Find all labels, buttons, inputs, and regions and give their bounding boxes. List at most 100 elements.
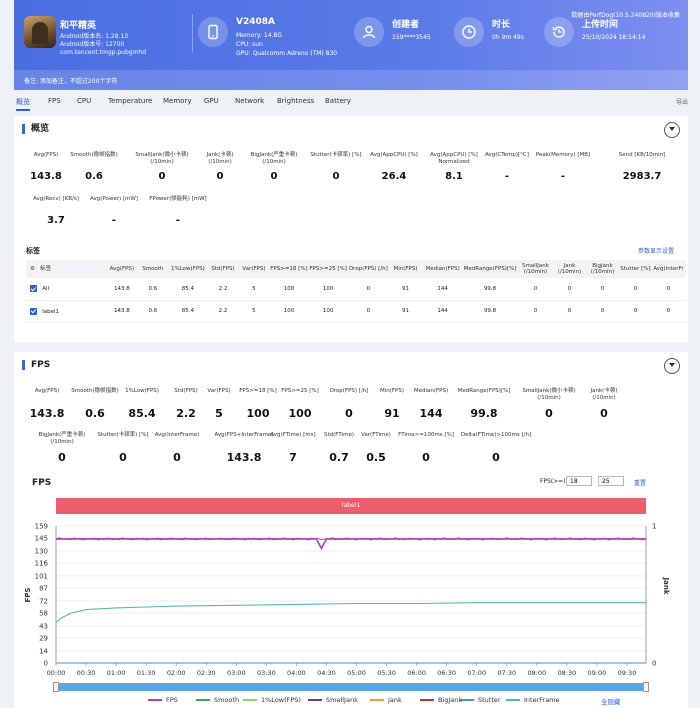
duration-title: 时长 — [492, 20, 511, 30]
table-header-cell: Jank (/10min) — [554, 260, 585, 278]
legend-item[interactable]: FPS — [148, 696, 178, 704]
fps-threshold-a-input[interactable] — [566, 476, 592, 486]
tab-cpu[interactable]: CPU — [77, 97, 92, 105]
legend-item[interactable]: BigJank — [420, 696, 462, 704]
metric-value: - — [504, 171, 510, 182]
metric-card: Median(FPS) 144 — [394, 388, 468, 420]
table-header-cell: Median(FPS) — [422, 260, 464, 278]
metric-value: 0.6 — [85, 171, 103, 182]
duration-info: 时长 0h 9m 49s — [454, 14, 544, 60]
metric-card: FPower(帧能耗) [mW] - — [141, 196, 215, 226]
collapse-overview-button[interactable] — [664, 122, 680, 138]
tab-fps[interactable]: FPS — [48, 97, 61, 105]
tab-memory[interactable]: Memory — [163, 97, 192, 105]
metric-label: Avg(Power) [mW] — [90, 196, 138, 202]
upload-title: 上传时间 — [582, 20, 619, 30]
table-cell: 0 — [554, 300, 585, 323]
label-bar[interactable]: label1 — [56, 498, 646, 514]
remark-input[interactable]: 备注: 添加备注，不超过200个字符 — [14, 70, 688, 90]
checkbox[interactable] — [30, 285, 37, 293]
row-label-checkbox[interactable]: label1 — [26, 300, 107, 323]
legend-item[interactable]: InterFrame — [506, 696, 560, 704]
metric-label: Avg(CTemp)[°C] — [485, 152, 529, 158]
metric-value: 0 — [58, 451, 66, 464]
tab-overview[interactable]: 概览 — [16, 98, 30, 106]
metric-card: Avg(CTemp)[°C] - — [470, 152, 544, 182]
time-range-scrollbar[interactable] — [53, 682, 649, 692]
metric-label: FPS>=25 [%] — [281, 388, 319, 394]
metric-card: Jank(卡顿) (/10min) 0 — [567, 388, 641, 420]
metric-value: 7 — [289, 451, 297, 464]
metric-card: Avg(InterFrame) 0 — [140, 432, 214, 464]
legend-swatch — [148, 699, 162, 701]
legend-swatch — [460, 699, 474, 701]
scrollbar-right-handle[interactable] — [643, 682, 649, 692]
legend-label: 1%Low(FPS) — [261, 696, 301, 704]
scrollbar-left-handle[interactable] — [53, 682, 59, 692]
table-cell: 0 — [584, 278, 620, 301]
settings-gear-icon[interactable]: ⚙ — [30, 266, 35, 272]
table-header-cell: Smooth — [137, 260, 169, 278]
legend-item[interactable]: SmallJank — [308, 696, 358, 704]
metric-card: BigJank(严重卡顿) (/10min) 0 — [237, 152, 311, 182]
metric-card: FPS>=18 [%] 100 — [221, 388, 295, 420]
tab-active-indicator — [16, 109, 30, 111]
metric-card: Avg(Power) [mW] - — [77, 196, 151, 226]
checkbox[interactable] — [30, 307, 37, 315]
metric-value: 26.4 — [381, 171, 407, 182]
table-row[interactable]: label1 143.8 0.6 85.4 2.2 5 100 100 0 91 144 99.8 0 0… — [26, 300, 686, 323]
fps-threshold-b-input[interactable] — [598, 476, 624, 486]
table-row[interactable]: All 143.8 0.6 85.4 2.2 5 100 100 0 91 144 99.8 0 0 0 0 0 — [26, 278, 686, 301]
table-cell: 0 — [347, 278, 389, 301]
metric-card: Stutter(卡顿率) [%] 0 — [86, 432, 160, 464]
table-cell: 144 — [422, 278, 464, 301]
metric-label: MedRange(FPS)[%] — [457, 388, 511, 394]
tab-brightness[interactable]: Brightness — [277, 97, 315, 105]
metric-card: Peak(Memory) [MB] - — [526, 152, 600, 182]
labels-table: ⚙ 标签 Avg(FPS) Smooth 1%Low(FPS) Std(FPS) Var(… — [26, 260, 686, 323]
metric-value: 0.5 — [366, 451, 386, 464]
tab-temperature[interactable]: Temperature — [108, 97, 153, 105]
legend-label: FPS — [166, 696, 178, 704]
table-header-cell: Avg(InterFr — [650, 260, 686, 278]
metric-value: 0.7 — [329, 451, 349, 464]
row-label-checkbox[interactable]: All — [26, 278, 107, 301]
metric-card: Avg(AppCPU) [%] 26.4 — [357, 152, 431, 182]
metric-value: 0 — [332, 171, 340, 182]
device-memory: Memory: 14.8G — [236, 32, 282, 39]
table-header-cell: 1%Low(FPS) — [168, 260, 208, 278]
table-header-cell: BigJank (/10min) — [584, 260, 620, 278]
metric-card: Drop(FPS) [/h] 0 — [312, 388, 386, 420]
tab-network[interactable]: Network — [235, 97, 265, 105]
display-settings-link[interactable]: 参数显示设置 — [637, 248, 674, 255]
legend-label: Smooth — [214, 696, 240, 704]
metric-card: Send [KB/10min] 2983.7 — [605, 152, 679, 182]
tab-battery[interactable]: Battery — [325, 97, 351, 105]
overview-card: 概览 Avg(FPS) 143.8 Smooth(稳帧指数) 0.6 SmallJank… — [14, 116, 688, 342]
metric-value: 144 — [419, 407, 443, 420]
metric-label: Std(FTime) — [324, 432, 354, 438]
metric-value: 0 — [119, 451, 127, 464]
metric-card: Min(FPS) 91 — [355, 388, 429, 420]
metric-card: Jank(卡顿) (/10min) 0 — [183, 152, 257, 182]
legend-label: SmallJank — [326, 696, 358, 704]
legend-item[interactable]: Jank — [370, 696, 402, 704]
legend-item[interactable]: Stutter — [460, 696, 501, 704]
reset-filter-button[interactable]: 重置 — [634, 480, 647, 487]
legend-item[interactable]: Smooth — [196, 696, 239, 704]
metric-card: Smooth(稳帧指数) 0.6 — [57, 152, 131, 182]
export-button[interactable]: 导出 — [675, 99, 688, 106]
table-cell: 144 — [422, 300, 464, 323]
metric-value: 0 — [422, 451, 430, 464]
legend-swatch — [420, 699, 434, 701]
table-cell: 143.8 — [106, 300, 138, 323]
hide-all-series-button[interactable]: 全隐藏 — [601, 698, 621, 706]
table-cell: 0 — [347, 300, 389, 323]
legend-item[interactable]: 1%Low(FPS) — [243, 696, 301, 704]
table-cell: 0 — [554, 278, 585, 301]
tab-gpu[interactable]: GPU — [204, 97, 219, 105]
table-cell: 100 — [269, 278, 309, 301]
collapse-fps-button[interactable] — [664, 358, 680, 374]
table-cell: 5 — [238, 300, 270, 323]
legend-label: BigJank — [438, 696, 463, 704]
